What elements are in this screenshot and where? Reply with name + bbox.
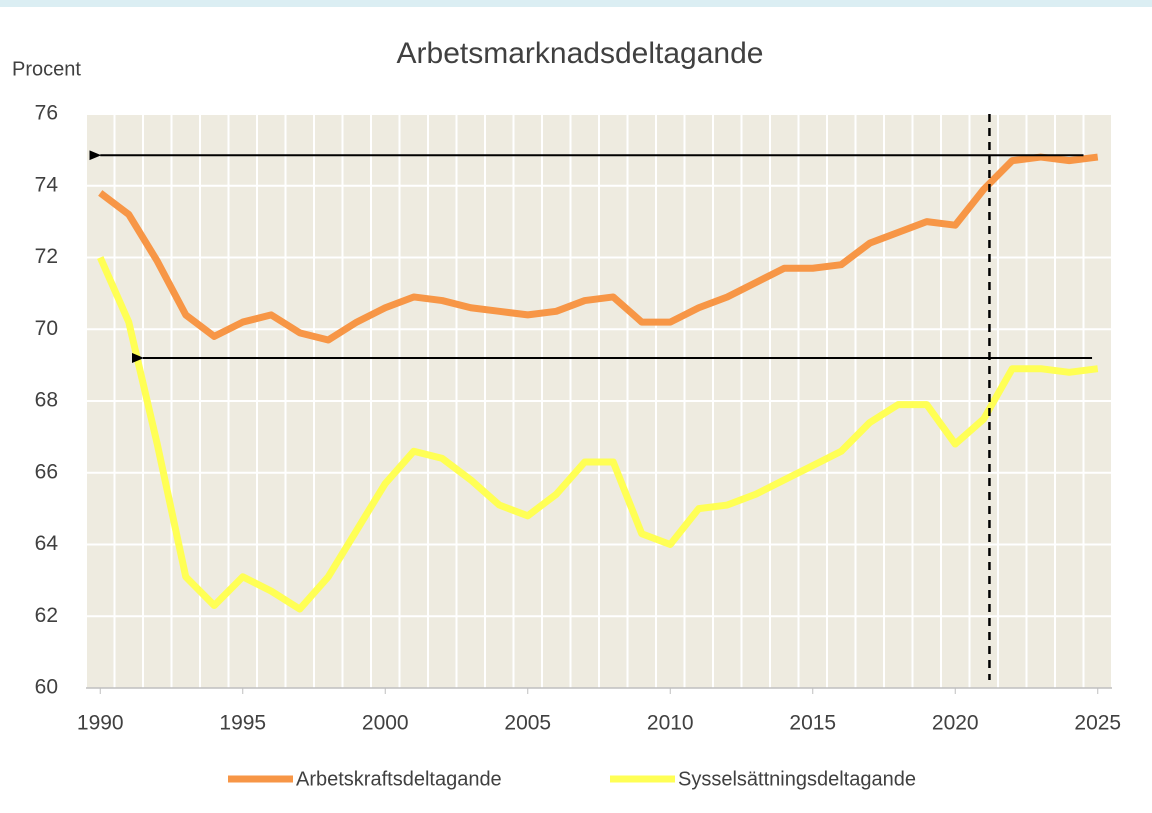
y-tick-label: 64 — [35, 532, 59, 555]
y-tick-label: 76 — [35, 102, 58, 125]
top-strip — [0, 0, 1152, 7]
x-tick-label: 2015 — [789, 712, 836, 735]
x-tick-label: 2000 — [362, 712, 409, 735]
x-tick-label: 1995 — [219, 712, 266, 735]
chart-title: Arbetsmarknadsdeltagande — [397, 37, 764, 70]
y-tick-label: 66 — [35, 460, 58, 483]
legend-label: Sysselsättningsdeltagande — [678, 768, 916, 790]
line-series — [98, 153, 1099, 344]
x-tick-label: 2025 — [1074, 712, 1121, 735]
y-tick-label: 62 — [35, 604, 58, 627]
y-tick-label: 74 — [35, 173, 59, 196]
legend-label: Arbetskraftsdeltagande — [296, 768, 502, 790]
x-tick-label: 2020 — [932, 712, 979, 735]
line-series — [97, 256, 1099, 613]
y-tick-label: 70 — [35, 317, 58, 340]
x-tick-label: 2010 — [647, 712, 694, 735]
x-tick-label: 1990 — [77, 712, 124, 735]
x-tick-label: 2005 — [504, 712, 551, 735]
y-tick-label: 68 — [35, 389, 58, 412]
y-axis-label: Procent — [12, 58, 81, 80]
y-tick-label: 60 — [35, 676, 58, 699]
y-tick-label: 72 — [35, 245, 58, 268]
